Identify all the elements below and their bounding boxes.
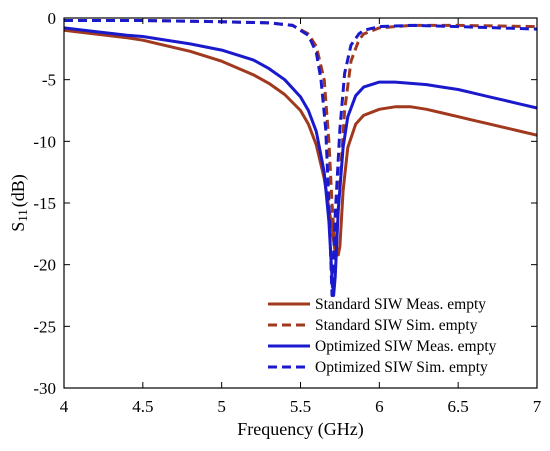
y-axis-title-subscript: 11	[15, 209, 30, 222]
x-tick-label: 5.5	[290, 397, 311, 416]
y-tick-labels: 0 -5 -10 -15 -20 -25 -30	[33, 9, 56, 398]
legend-label: Optimized SIW Sim. empty	[315, 359, 488, 376]
legend-entry-2: Standard SIW Sim. empty	[268, 317, 478, 334]
series-line-3	[63, 26, 538, 297]
series-line-4	[64, 19, 538, 297]
legend-entry-3: Optimized SIW Meas. empty	[268, 338, 497, 355]
x-tick-label: 7	[533, 397, 542, 416]
y-tick-label: -15	[33, 194, 56, 213]
x-tick-label: 5	[217, 397, 226, 416]
y-tick-label: -20	[33, 256, 56, 275]
y-tick-label: 0	[48, 9, 57, 28]
y-tick-label: -25	[33, 317, 56, 336]
x-axis-title: Frequency (GHz)	[237, 419, 363, 440]
series-line-2	[64, 19, 538, 254]
y-axis-title: S11 (dB)	[8, 174, 30, 232]
series-line-1	[63, 28, 538, 257]
x-tick-label: 6.5	[448, 397, 469, 416]
x-tick-label: 6	[375, 397, 384, 416]
legend-label: Standard SIW Sim. empty	[315, 317, 478, 334]
legend-entry-1: Standard SIW Meas. empty	[268, 296, 486, 313]
legend: Standard SIW Meas. empty Standard SIW Sim…	[268, 296, 497, 376]
legend-label: Standard SIW Meas. empty	[315, 296, 486, 313]
y-tick-label: -5	[42, 71, 56, 90]
y-tick-label: -10	[33, 132, 56, 151]
y-axis-title-main: S	[8, 222, 28, 232]
legend-entry-4: Optimized SIW Sim. empty	[268, 359, 488, 376]
series-layer	[63, 19, 538, 297]
ticks-layer	[63, 17, 538, 389]
legend-label: Optimized SIW Meas. empty	[315, 338, 497, 355]
x-tick-labels: 4 4.5 5 5.5 6 6.5 7	[60, 397, 542, 416]
y-axis-title-unit: (dB)	[8, 174, 29, 207]
x-tick-label: 4	[60, 397, 69, 416]
y-tick-label: -30	[33, 379, 56, 398]
x-tick-label: 4.5	[132, 397, 153, 416]
